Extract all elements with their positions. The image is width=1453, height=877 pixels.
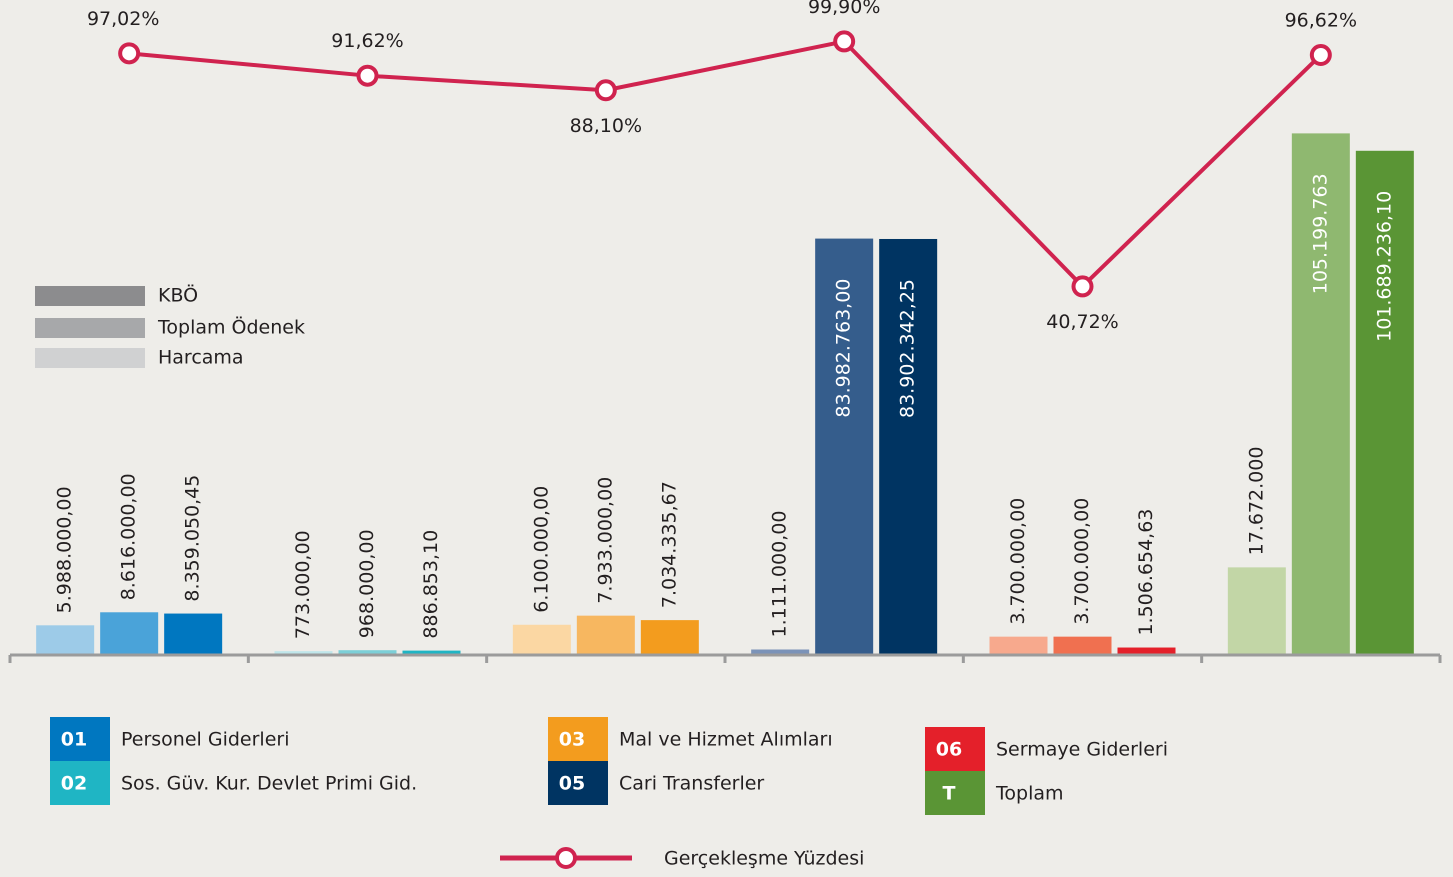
value-label: 886.853,10 <box>420 530 442 639</box>
value-label: 1.506.654,63 <box>1135 509 1157 636</box>
category-name: Sermaye Giderleri <box>996 739 1168 761</box>
category-name: Cari Transferler <box>619 773 764 795</box>
bar <box>879 238 938 655</box>
category-code: T <box>943 783 956 805</box>
bar <box>1053 636 1112 655</box>
value-label: 5.988.000,00 <box>54 486 76 613</box>
legend-swatch <box>35 318 145 338</box>
value-label: 7.933.000,00 <box>594 477 616 604</box>
category-swatch <box>50 761 110 805</box>
bar <box>1117 647 1176 655</box>
line-value-label: 88,10% <box>570 115 642 137</box>
category-code: 01 <box>61 729 87 751</box>
bar <box>1227 567 1286 655</box>
category-name: Mal ve Hizmet Alımları <box>619 729 833 751</box>
bar <box>274 651 333 655</box>
value-label: 1.111.000,00 <box>769 511 791 638</box>
value-label: 3.700.000,00 <box>1071 498 1093 625</box>
bar <box>815 238 874 656</box>
bar <box>989 636 1048 655</box>
value-label: 83.902.342,25 <box>897 279 919 418</box>
line-value-label: 99,90% <box>808 0 880 18</box>
category-swatch <box>548 761 608 805</box>
value-label: 101.689.236,10 <box>1373 191 1395 342</box>
legend-label: Toplam Ödenek <box>157 316 305 339</box>
bar <box>512 624 571 655</box>
category-name: Sos. Güv. Kur. Devlet Primi Gid. <box>121 773 417 795</box>
bar <box>751 649 810 655</box>
bar <box>338 650 397 655</box>
value-label: 8.359.050,45 <box>182 475 204 602</box>
bar <box>576 615 635 655</box>
line-marker <box>356 64 379 87</box>
line-marker <box>1071 275 1094 298</box>
line-value-label: 91,62% <box>331 30 403 52</box>
legend-swatch <box>35 348 145 368</box>
line-marker <box>833 30 856 53</box>
value-label: 3.700.000,00 <box>1007 498 1029 625</box>
value-label: 8.616.000,00 <box>118 473 140 600</box>
category-name: Personel Giderleri <box>121 729 289 751</box>
line-marker <box>594 79 617 102</box>
bar <box>100 612 159 655</box>
category-swatch <box>925 727 985 771</box>
value-label: 6.100.000,00 <box>530 486 552 613</box>
bar <box>1291 133 1350 655</box>
category-swatch <box>548 717 608 761</box>
legend-swatch <box>35 286 145 306</box>
bar <box>402 650 461 655</box>
line-value-label: 97,02% <box>87 8 159 30</box>
line-marker <box>1309 43 1332 66</box>
value-label: 968.000,00 <box>356 529 378 638</box>
bar <box>640 620 699 655</box>
value-label: 773.000,00 <box>292 530 314 639</box>
line-value-label: 40,72% <box>1046 311 1118 333</box>
line <box>128 39 1323 290</box>
legend-marker <box>555 847 577 869</box>
category-code: 03 <box>559 729 585 751</box>
category-swatch <box>50 717 110 761</box>
bar <box>36 625 95 655</box>
legend-label: Gerçekleşme Yüzdesi <box>664 848 864 870</box>
category-swatch <box>925 771 985 815</box>
legend-label: Harcama <box>158 347 244 369</box>
value-label: 83.982.763,00 <box>833 279 855 418</box>
line-marker <box>118 42 141 65</box>
value-label: 17.672.000 <box>1245 447 1267 556</box>
line-value-label: 96,62% <box>1285 9 1357 31</box>
bar <box>1355 150 1414 655</box>
bar <box>164 613 223 655</box>
category-code: 02 <box>61 773 87 795</box>
category-code: 05 <box>559 773 585 795</box>
legend-label: KBÖ <box>158 284 198 307</box>
category-name: Toplam <box>995 783 1064 805</box>
value-label: 105.199.763 <box>1309 173 1331 294</box>
category-code: 06 <box>936 739 962 761</box>
value-label: 7.034.335,67 <box>658 481 680 608</box>
